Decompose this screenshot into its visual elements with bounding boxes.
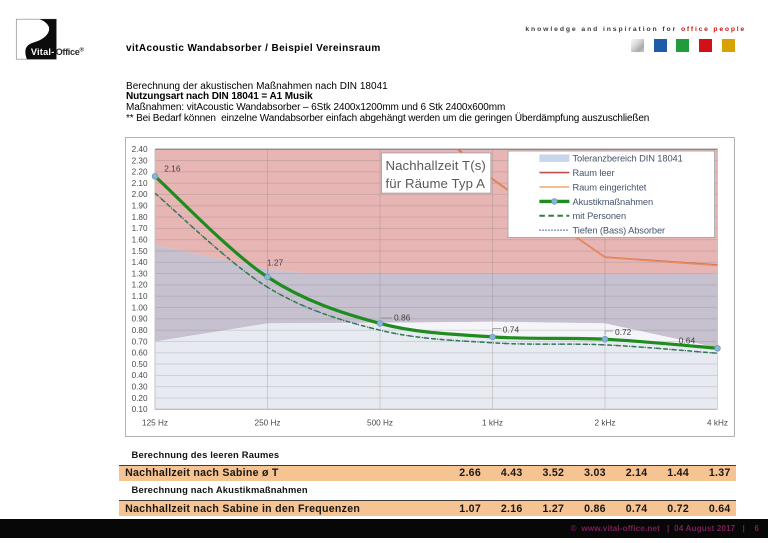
svg-text:1 kHz: 1 kHz <box>482 419 503 428</box>
svg-text:1.10: 1.10 <box>132 292 148 301</box>
svg-text:0.60: 0.60 <box>132 349 148 358</box>
svg-text:Raum leer: Raum leer <box>573 168 615 178</box>
svg-text:0.70: 0.70 <box>132 337 148 346</box>
svg-text:0.86: 0.86 <box>394 313 411 323</box>
svg-text:1.20: 1.20 <box>132 281 148 290</box>
svg-text:1.90: 1.90 <box>132 202 148 211</box>
svg-text:1.50: 1.50 <box>132 247 148 256</box>
svg-text:500 Hz: 500 Hz <box>367 419 393 428</box>
svg-text:0.10: 0.10 <box>132 405 148 414</box>
svg-text:1.40: 1.40 <box>132 258 148 267</box>
svg-text:2.16: 2.16 <box>164 164 181 174</box>
svg-text:mit Personen: mit Personen <box>573 211 627 221</box>
svg-text:Tiefen (Bass) Absorber: Tiefen (Bass) Absorber <box>573 226 666 236</box>
svg-text:Nachhallzeit T(s): Nachhallzeit T(s) <box>386 158 486 173</box>
svg-text:1.80: 1.80 <box>132 213 148 222</box>
svg-text:für Räume Typ A: für Räume Typ A <box>386 176 486 191</box>
svg-text:2.00: 2.00 <box>132 190 148 199</box>
svg-text:0.74: 0.74 <box>503 325 520 335</box>
svg-text:2.30: 2.30 <box>132 156 148 165</box>
svg-text:0.64: 0.64 <box>679 336 696 346</box>
svg-text:0.72: 0.72 <box>615 327 632 337</box>
svg-text:0.50: 0.50 <box>132 360 148 369</box>
svg-text:1.27: 1.27 <box>267 258 284 268</box>
svg-text:1.70: 1.70 <box>132 224 148 233</box>
svg-text:1.60: 1.60 <box>132 236 148 245</box>
svg-text:Raum eingerichtet: Raum eingerichtet <box>573 182 647 192</box>
svg-text:1.30: 1.30 <box>132 269 148 278</box>
svg-text:0.40: 0.40 <box>132 371 148 380</box>
svg-text:Akustikmaßnahmen: Akustikmaßnahmen <box>573 197 654 207</box>
svg-text:0.20: 0.20 <box>132 394 148 403</box>
svg-text:2.40: 2.40 <box>132 145 148 154</box>
svg-text:0.80: 0.80 <box>132 326 148 335</box>
svg-text:2 kHz: 2 kHz <box>595 419 616 428</box>
svg-text:125 Hz: 125 Hz <box>142 419 168 428</box>
svg-text:2.10: 2.10 <box>132 179 148 188</box>
svg-text:4 kHz: 4 kHz <box>707 419 728 428</box>
svg-text:1.00: 1.00 <box>132 303 148 312</box>
svg-text:2.20: 2.20 <box>132 168 148 177</box>
svg-text:250 Hz: 250 Hz <box>255 419 281 428</box>
svg-text:0.30: 0.30 <box>132 383 148 392</box>
svg-text:0.90: 0.90 <box>132 315 148 324</box>
svg-text:Toleranzbereich DIN 18041: Toleranzbereich DIN 18041 <box>573 154 683 164</box>
